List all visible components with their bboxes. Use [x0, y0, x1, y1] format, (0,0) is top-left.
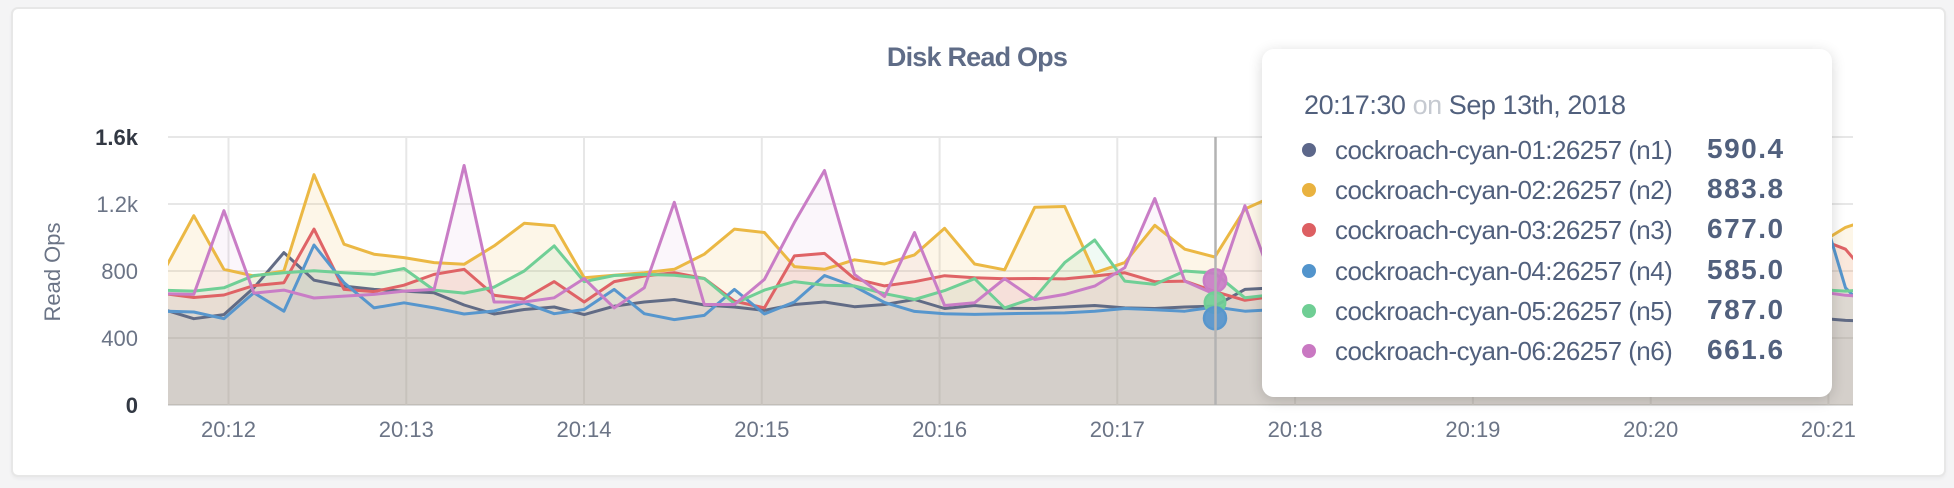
svg-text:1.6k: 1.6k: [95, 125, 139, 150]
svg-text:1.2k: 1.2k: [96, 192, 139, 217]
svg-text:20:12: 20:12: [201, 417, 256, 442]
svg-text:20:20: 20:20: [1623, 417, 1678, 442]
svg-text:20:19: 20:19: [1445, 417, 1500, 442]
svg-text:20:16: 20:16: [912, 417, 967, 442]
svg-text:400: 400: [101, 326, 138, 351]
svg-text:800: 800: [101, 259, 138, 284]
svg-text:20:13: 20:13: [379, 417, 434, 442]
svg-text:20:15: 20:15: [734, 417, 789, 442]
svg-text:20:21: 20:21: [1801, 417, 1856, 442]
svg-text:20:17: 20:17: [1090, 417, 1145, 442]
svg-text:Read Ops: Read Ops: [40, 222, 65, 321]
svg-text:0: 0: [126, 393, 138, 418]
svg-text:20:18: 20:18: [1268, 417, 1323, 442]
svg-text:20:14: 20:14: [556, 417, 611, 442]
